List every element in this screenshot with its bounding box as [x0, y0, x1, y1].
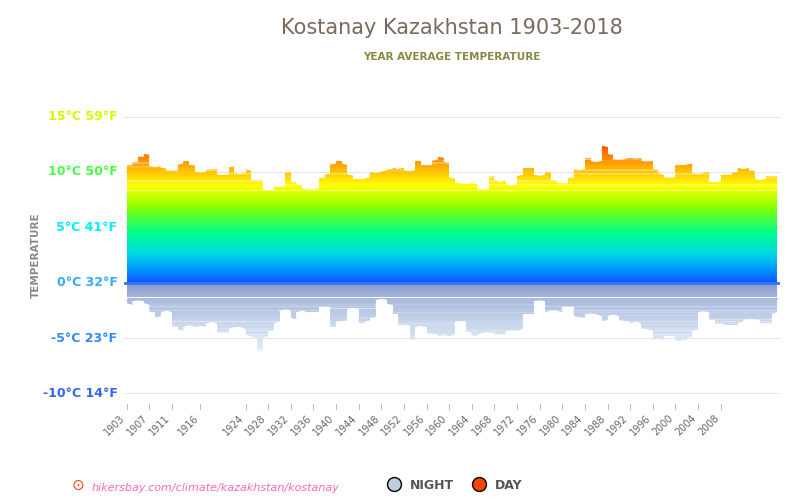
Text: 1968: 1968: [470, 414, 494, 438]
Text: hikersbay.com/climate/kazakhstan/kostanay: hikersbay.com/climate/kazakhstan/kostana…: [92, 483, 340, 493]
Text: 1940: 1940: [312, 414, 336, 438]
Text: 1984: 1984: [561, 414, 585, 438]
Text: 1992: 1992: [606, 414, 630, 438]
Text: 1907: 1907: [125, 414, 150, 438]
Text: 1988: 1988: [583, 414, 607, 438]
Text: 2004: 2004: [674, 414, 698, 438]
Text: 1944: 1944: [334, 414, 358, 438]
Text: 0°C 32°F: 0°C 32°F: [57, 276, 118, 289]
Text: ⊙: ⊙: [72, 478, 85, 493]
Text: 10°C 50°F: 10°C 50°F: [48, 166, 118, 178]
Text: 1960: 1960: [425, 414, 449, 438]
Text: 1916: 1916: [176, 414, 200, 438]
Legend: NIGHT, DAY: NIGHT, DAY: [376, 474, 528, 497]
Text: 1964: 1964: [447, 414, 472, 438]
Text: 1972: 1972: [493, 414, 517, 438]
Text: 2000: 2000: [651, 414, 675, 438]
Text: YEAR AVERAGE TEMPERATURE: YEAR AVERAGE TEMPERATURE: [363, 52, 541, 62]
Text: 1948: 1948: [357, 414, 382, 438]
Text: TEMPERATURE: TEMPERATURE: [30, 212, 41, 298]
Text: 15°C 59°F: 15°C 59°F: [48, 110, 118, 123]
Text: 1952: 1952: [379, 414, 404, 438]
Text: Kostanay Kazakhstan 1903-2018: Kostanay Kazakhstan 1903-2018: [281, 18, 623, 38]
Text: 1932: 1932: [266, 414, 291, 438]
Text: -10°C 14°F: -10°C 14°F: [42, 387, 118, 400]
Text: 1980: 1980: [538, 414, 562, 438]
Text: 1976: 1976: [515, 414, 540, 438]
Text: 2008: 2008: [696, 414, 721, 438]
Text: 1903: 1903: [102, 414, 127, 438]
Text: 1996: 1996: [628, 414, 653, 438]
Text: -5°C 23°F: -5°C 23°F: [51, 332, 118, 344]
Text: 1911: 1911: [148, 414, 172, 438]
Text: 1924: 1924: [221, 414, 246, 438]
Text: 1936: 1936: [289, 414, 314, 438]
Text: 1956: 1956: [402, 414, 426, 438]
Text: 5°C 41°F: 5°C 41°F: [57, 221, 118, 234]
Text: 1928: 1928: [244, 414, 268, 438]
